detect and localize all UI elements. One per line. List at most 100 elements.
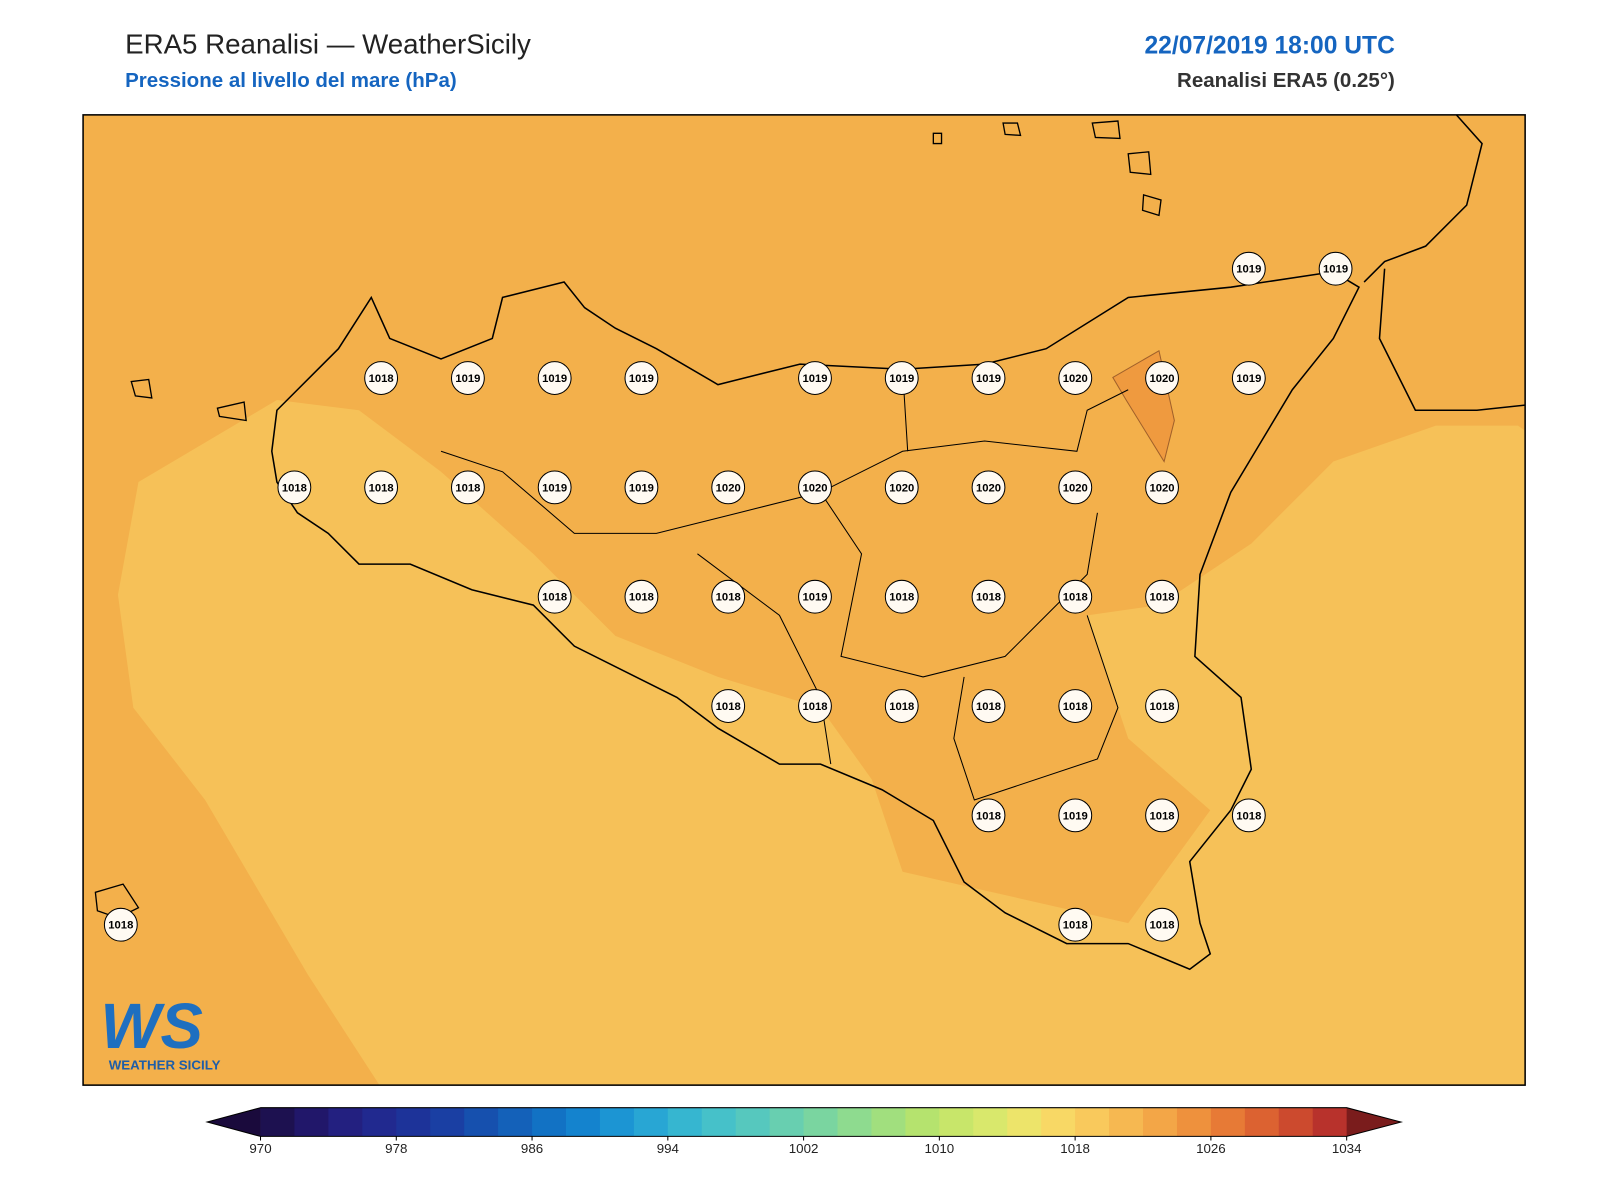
station-value: 1020 xyxy=(889,482,914,494)
station-value: 1019 xyxy=(455,373,480,385)
colorbar-tick-label: 1010 xyxy=(925,1141,955,1156)
colorbar-segment xyxy=(633,1107,669,1137)
station-marker xyxy=(1231,798,1266,833)
subtitle: Pressione al livello del mare (hPa) xyxy=(125,69,457,92)
station: 1018 xyxy=(537,579,572,614)
colorbar-segment xyxy=(973,1107,1008,1137)
station: 1018 xyxy=(364,361,399,395)
station-marker xyxy=(711,470,746,505)
station: 1019 xyxy=(884,361,919,395)
station-value: 1018 xyxy=(1063,920,1088,932)
colorbar-segment xyxy=(701,1107,737,1137)
station-marker xyxy=(971,579,1006,614)
station-marker xyxy=(537,470,572,505)
station-marker xyxy=(884,470,919,505)
station: 1018 xyxy=(1058,579,1093,614)
station-marker xyxy=(1058,689,1093,723)
station-value: 1019 xyxy=(889,373,914,385)
colorbar-segment xyxy=(1075,1107,1110,1137)
station-value: 1020 xyxy=(1150,482,1175,494)
station: 1019 xyxy=(971,361,1006,395)
colorbar-segment xyxy=(837,1107,872,1137)
station: 1018 xyxy=(971,689,1006,723)
station-marker xyxy=(884,579,919,614)
station-value: 1018 xyxy=(1063,701,1088,713)
station-marker xyxy=(277,470,312,505)
station: 1019 xyxy=(1231,361,1266,395)
station-value: 1020 xyxy=(976,482,1001,494)
colorbar-segment xyxy=(430,1107,465,1137)
station-value: 1018 xyxy=(976,810,1001,822)
station-value: 1018 xyxy=(108,920,133,932)
colorbar-tick-label: 1026 xyxy=(1196,1141,1226,1156)
map-area: 1019 1019 1018 1019 1019 1019 1019 1019 1019 1020… xyxy=(82,114,1526,1086)
station-marker xyxy=(624,579,659,614)
station-marker xyxy=(971,361,1006,395)
colorbar-segment xyxy=(1007,1107,1042,1137)
calabria-coast xyxy=(1363,114,1526,412)
colorbar-segment xyxy=(667,1107,703,1137)
colorbar-segment xyxy=(1143,1107,1178,1137)
station: 1020 xyxy=(884,470,919,505)
station: 1019 xyxy=(537,470,572,505)
datetime: 22/07/2019 18:00 UTC xyxy=(1144,32,1395,59)
stations: 1019 1019 1018 1019 1019 1019 1019 1019 1019 1020… xyxy=(103,251,1353,942)
station-value: 1018 xyxy=(716,701,741,713)
station-marker xyxy=(1318,251,1353,286)
station: 1020 xyxy=(1145,361,1179,395)
station: 1019 xyxy=(1231,251,1266,286)
colorbar-segment xyxy=(260,1107,295,1137)
station-marker xyxy=(1145,907,1179,942)
station-value: 1018 xyxy=(1150,810,1175,822)
station-value: 1019 xyxy=(802,373,827,385)
station: 1018 xyxy=(450,470,485,505)
source: Reanalisi ERA5 (0.25°) xyxy=(1177,69,1395,92)
colorbar-tick-label: 1002 xyxy=(789,1141,819,1156)
station-marker xyxy=(537,579,572,614)
colorbar-segment xyxy=(939,1107,974,1137)
station: 1018 xyxy=(1145,907,1179,942)
station-marker xyxy=(450,470,485,505)
station-marker xyxy=(1058,907,1093,942)
station: 1020 xyxy=(711,470,746,505)
station-value: 1019 xyxy=(542,373,567,385)
station: 1019 xyxy=(624,470,659,505)
station-marker xyxy=(971,470,1006,505)
title: ERA5 Reanalisi — WeatherSicily xyxy=(125,28,531,59)
station: 1018 xyxy=(1058,907,1093,942)
station-value: 1018 xyxy=(889,592,914,604)
station-value: 1018 xyxy=(1150,920,1175,932)
station-value: 1018 xyxy=(1150,701,1175,713)
station-marker xyxy=(624,361,659,395)
colorbar-segment xyxy=(1312,1107,1348,1137)
station: 1018 xyxy=(711,689,746,723)
colorbar-segment xyxy=(1109,1107,1144,1137)
station: 1019 xyxy=(537,361,572,395)
station: 1019 xyxy=(1318,251,1353,286)
station-marker xyxy=(1145,579,1179,614)
station-marker xyxy=(1058,361,1093,395)
colorbar: 970 978 986 994 1002 1010 1018 1026 1034 xyxy=(205,1107,1404,1156)
station-value: 1019 xyxy=(1236,373,1261,385)
station-marker xyxy=(711,579,746,614)
station-value: 1018 xyxy=(369,373,394,385)
colorbar-tick-label: 986 xyxy=(521,1141,543,1156)
station-value: 1018 xyxy=(976,701,1001,713)
station-marker xyxy=(798,689,832,723)
station: 1020 xyxy=(1058,470,1093,505)
station-value: 1018 xyxy=(629,592,654,604)
colorbar-segment xyxy=(532,1107,567,1137)
station-value: 1019 xyxy=(802,592,827,604)
station-value: 1018 xyxy=(369,482,394,494)
colorbar-segment xyxy=(599,1107,635,1137)
station-marker xyxy=(1231,361,1266,395)
colorbar-segment xyxy=(905,1107,940,1137)
colorbar-tick-label: 1034 xyxy=(1332,1141,1362,1156)
station-marker xyxy=(1058,470,1093,505)
colorbar-segment xyxy=(565,1107,601,1137)
station-marker xyxy=(884,689,919,723)
station-value: 1018 xyxy=(1236,810,1261,822)
station-value: 1018 xyxy=(542,592,567,604)
station-marker xyxy=(884,361,919,395)
station-marker xyxy=(798,470,832,505)
